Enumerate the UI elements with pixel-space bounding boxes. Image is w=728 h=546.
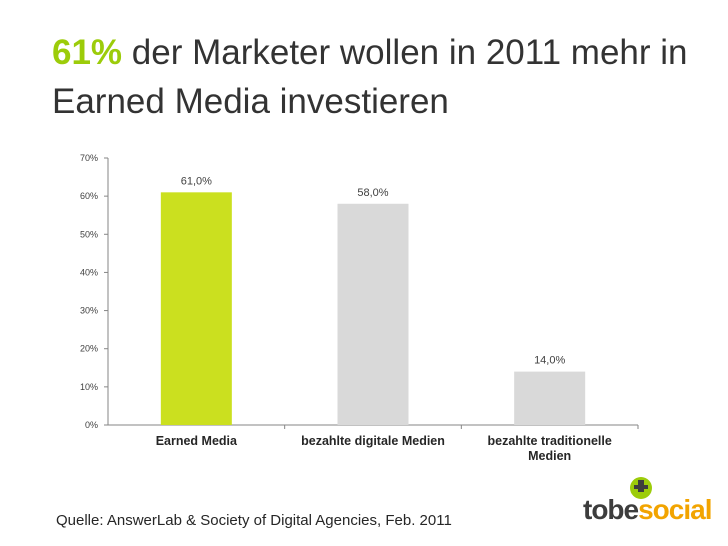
y-tick-label: 70% (80, 153, 98, 163)
title-highlight: 61% (52, 33, 123, 72)
y-tick-label: 0% (85, 420, 98, 430)
data-label: 58,0% (357, 187, 388, 199)
bar (514, 371, 586, 425)
bar (337, 203, 409, 425)
x-tick-label: Earned Media (156, 434, 238, 448)
y-tick-label: 50% (80, 229, 98, 239)
y-tick-label: 20% (80, 344, 98, 354)
source-note: Quelle: AnswerLab & Society of Digital A… (56, 512, 452, 529)
y-tick-label: 10% (80, 382, 98, 392)
title-text: der Marketer wollen in 2011 mehr in Earn… (52, 33, 688, 121)
data-label: 14,0% (534, 355, 565, 367)
logo-text: tobesocial (583, 494, 713, 525)
tobesocial-logo: tobesocial (583, 476, 723, 526)
x-tick-label: bezahlte traditionelle Medien (487, 434, 611, 463)
bar (160, 192, 232, 425)
page-title: 61% der Marketer wollen in 2011 mehr in … (52, 28, 712, 126)
data-label: 61,0% (181, 175, 212, 187)
x-tick-label: bezahlte digitale Medien (301, 434, 445, 448)
y-tick-label: 60% (80, 191, 98, 201)
y-tick-label: 30% (80, 306, 98, 316)
logo-mark-icon (630, 477, 652, 499)
y-tick-label: 40% (80, 267, 98, 277)
